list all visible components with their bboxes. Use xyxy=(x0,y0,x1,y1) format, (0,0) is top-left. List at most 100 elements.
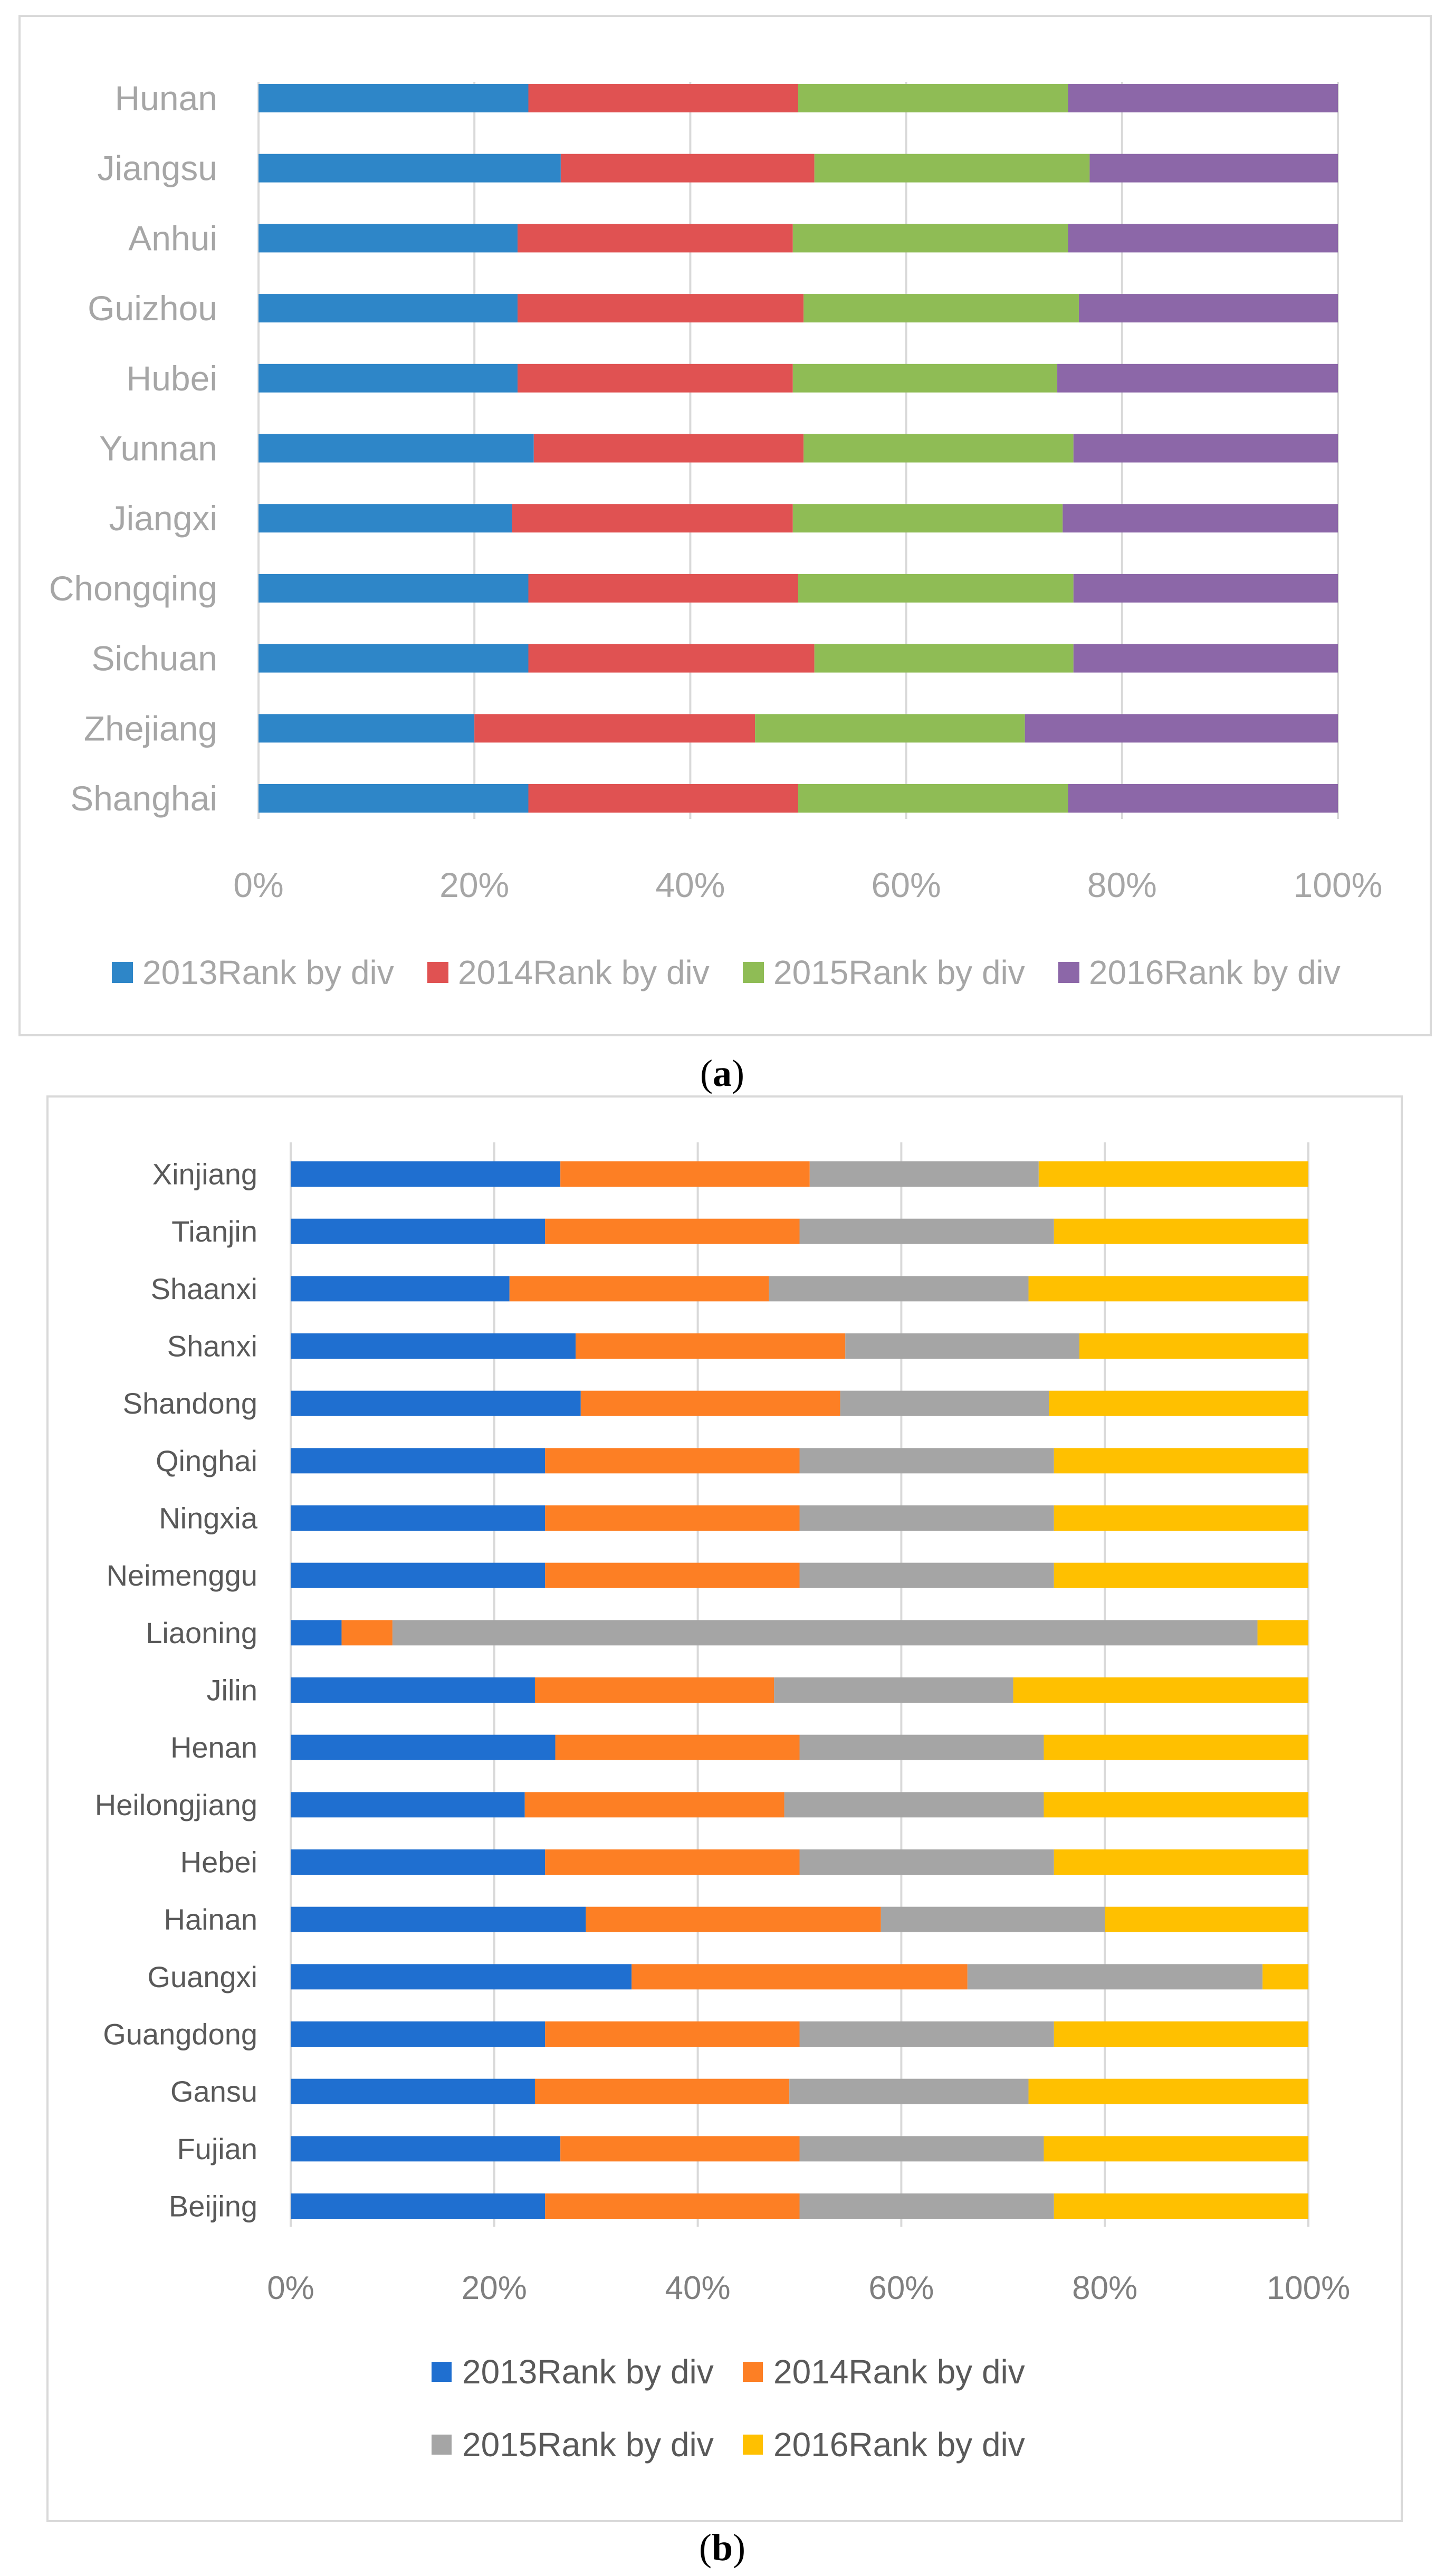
legend-label-2014rank-by-div: 2014Rank by div xyxy=(773,2353,1025,2391)
bar-ningxia-2014rank-by-div xyxy=(545,1505,800,1531)
bar-henan-2013rank-by-div xyxy=(291,1734,556,1760)
category-label-heilongjiang: Heilongjiang xyxy=(95,1788,257,1821)
panel-a-legend: 2013Rank by div 2014Rank by div 2015Rank b… xyxy=(112,953,1341,991)
bar-shanxi-2014rank-by-div xyxy=(576,1333,846,1359)
legend-swatch-2015rank-by-div xyxy=(432,2435,452,2455)
bar-xinjiang-2014rank-by-div xyxy=(560,1161,810,1187)
bar-jiangxi-2016rank-by-div xyxy=(1063,504,1338,533)
category-label-hunan: Hunan xyxy=(115,79,218,118)
legend-swatch-2013rank-by-div xyxy=(112,962,133,983)
bar-shandong-2013rank-by-div xyxy=(291,1390,581,1416)
bar-xinjiang-2015rank-by-div xyxy=(809,1161,1039,1187)
legend-label-2015rank-by-div: 2015Rank by div xyxy=(773,953,1025,991)
bar-ningxia-2015rank-by-div xyxy=(799,1505,1054,1531)
bar-hunan-2013rank-by-div xyxy=(259,84,529,112)
bar-hainan-2013rank-by-div xyxy=(291,1906,586,1932)
bar-guangdong-2014rank-by-div xyxy=(545,2021,800,2047)
bar-liaoning-2016rank-by-div xyxy=(1257,1620,1308,1646)
bar-hebei-2013rank-by-div xyxy=(291,1849,546,1875)
bar-sichuan-2014rank-by-div xyxy=(528,644,815,673)
bar-shaanxi-2014rank-by-div xyxy=(509,1276,769,1302)
bar-guangxi-2016rank-by-div xyxy=(1262,1964,1308,1990)
legend-swatch-2014rank-by-div xyxy=(743,2362,763,2382)
bar-guangxi-2013rank-by-div xyxy=(291,1964,632,1990)
category-label-chongqing: Chongqing xyxy=(49,569,217,608)
bar-tianjin-2014rank-by-div xyxy=(545,1218,800,1244)
bar-hainan-2015rank-by-div xyxy=(881,1906,1105,1932)
bar-jiangsu-2014rank-by-div xyxy=(560,154,815,183)
bar-heilongjiang-2013rank-by-div xyxy=(291,1792,525,1818)
bar-ningxia-2016rank-by-div xyxy=(1054,1505,1308,1531)
bar-xinjiang-2013rank-by-div xyxy=(291,1161,561,1187)
bar-guangxi-2015rank-by-div xyxy=(967,1964,1263,1990)
bar-sichuan-2013rank-by-div xyxy=(259,644,529,673)
bar-beijing-2014rank-by-div xyxy=(545,2193,800,2219)
bar-hubei-2014rank-by-div xyxy=(518,364,793,393)
x-tick-label-40: 40% xyxy=(655,865,725,904)
bar-shaanxi-2013rank-by-div xyxy=(291,1276,510,1302)
bar-neimenggu-2016rank-by-div xyxy=(1054,1562,1308,1588)
panel-a-bars xyxy=(259,84,1338,813)
bar-sichuan-2016rank-by-div xyxy=(1073,644,1338,673)
bar-tianjin-2013rank-by-div xyxy=(291,1218,546,1244)
bar-hubei-2015rank-by-div xyxy=(792,364,1058,393)
bar-shanghai-2013rank-by-div xyxy=(259,784,529,813)
bar-gansu-2015rank-by-div xyxy=(789,2078,1029,2104)
bar-anhui-2014rank-by-div xyxy=(518,224,793,253)
x-tick-label-80: 80% xyxy=(1072,2270,1137,2306)
bar-chongqing-2013rank-by-div xyxy=(259,574,529,603)
category-label-liaoning: Liaoning xyxy=(146,1616,257,1649)
panel-a-x-tick-labels: 0% 20% 40% 60% 80% 100% xyxy=(233,865,1382,904)
bar-liaoning-2015rank-by-div xyxy=(392,1620,1258,1646)
panel-b-x-tick-labels: 0% 20% 40% 60% 80% 100% xyxy=(267,2270,1350,2306)
bar-gansu-2013rank-by-div xyxy=(291,2078,535,2104)
bar-neimenggu-2013rank-by-div xyxy=(291,1562,546,1588)
bar-jiangsu-2013rank-by-div xyxy=(259,154,561,183)
bar-qinghai-2014rank-by-div xyxy=(545,1448,800,1474)
x-tick-label-100: 100% xyxy=(1294,865,1383,904)
panel-a: Hunan Jiangsu Anhui Guizhou Hubei Yunnan Jiang… xyxy=(18,15,1432,1036)
bar-qinghai-2013rank-by-div xyxy=(291,1448,546,1474)
bar-liaoning-2014rank-by-div xyxy=(341,1620,393,1646)
bar-zhejiang-2014rank-by-div xyxy=(474,714,755,743)
legend-swatch-2015rank-by-div xyxy=(743,962,764,983)
category-label-qinghai: Qinghai xyxy=(156,1444,257,1477)
bar-shanghai-2014rank-by-div xyxy=(528,784,798,813)
bar-anhui-2013rank-by-div xyxy=(259,224,518,253)
bar-fujian-2014rank-by-div xyxy=(560,2136,800,2162)
bar-fujian-2015rank-by-div xyxy=(799,2136,1044,2162)
bar-heilongjiang-2016rank-by-div xyxy=(1044,1792,1308,1818)
category-label-shanghai: Shanghai xyxy=(70,779,217,818)
panel-a-category-labels: Hunan Jiangsu Anhui Guizhou Hubei Yunnan Jiang… xyxy=(49,79,217,818)
bar-heilongjiang-2015rank-by-div xyxy=(784,1792,1044,1818)
category-label-hubei: Hubei xyxy=(127,359,217,398)
bar-jilin-2016rank-by-div xyxy=(1013,1677,1308,1703)
bar-hainan-2014rank-by-div xyxy=(586,1906,881,1932)
category-label-beijing: Beijing xyxy=(169,2190,257,2223)
x-tick-label-20: 20% xyxy=(439,865,509,904)
bar-guangdong-2013rank-by-div xyxy=(291,2021,546,2047)
bar-shaanxi-2015rank-by-div xyxy=(769,1276,1029,1302)
bar-jiangxi-2013rank-by-div xyxy=(259,504,512,533)
caption-b: (b) xyxy=(699,2526,745,2569)
caption-a: (a) xyxy=(700,1052,744,1094)
category-label-fujian: Fujian xyxy=(177,2132,257,2165)
bar-jiangxi-2015rank-by-div xyxy=(792,504,1063,533)
legend-label-2016rank-by-div: 2016Rank by div xyxy=(1089,953,1341,991)
bar-ningxia-2013rank-by-div xyxy=(291,1505,546,1531)
bar-zhejiang-2013rank-by-div xyxy=(259,714,475,743)
legend-swatch-2014rank-by-div xyxy=(427,962,448,983)
bar-yunnan-2014rank-by-div xyxy=(533,434,804,463)
x-tick-label-0: 0% xyxy=(233,865,283,904)
bar-shanxi-2013rank-by-div xyxy=(291,1333,576,1359)
category-label-zhejiang: Zhejiang xyxy=(84,709,217,748)
bar-tianjin-2015rank-by-div xyxy=(799,1218,1054,1244)
bar-guizhou-2014rank-by-div xyxy=(518,294,804,323)
x-tick-label-60: 60% xyxy=(868,2270,934,2306)
category-label-hainan: Hainan xyxy=(164,1903,257,1936)
bar-hunan-2015rank-by-div xyxy=(798,84,1068,112)
category-label-guangxi: Guangxi xyxy=(147,1960,257,1993)
bar-jilin-2014rank-by-div xyxy=(534,1677,774,1703)
bar-shaanxi-2016rank-by-div xyxy=(1028,1276,1308,1302)
panel-b-legend: 2013Rank by div 2014Rank by div 2015Rank b… xyxy=(432,2353,1025,2464)
